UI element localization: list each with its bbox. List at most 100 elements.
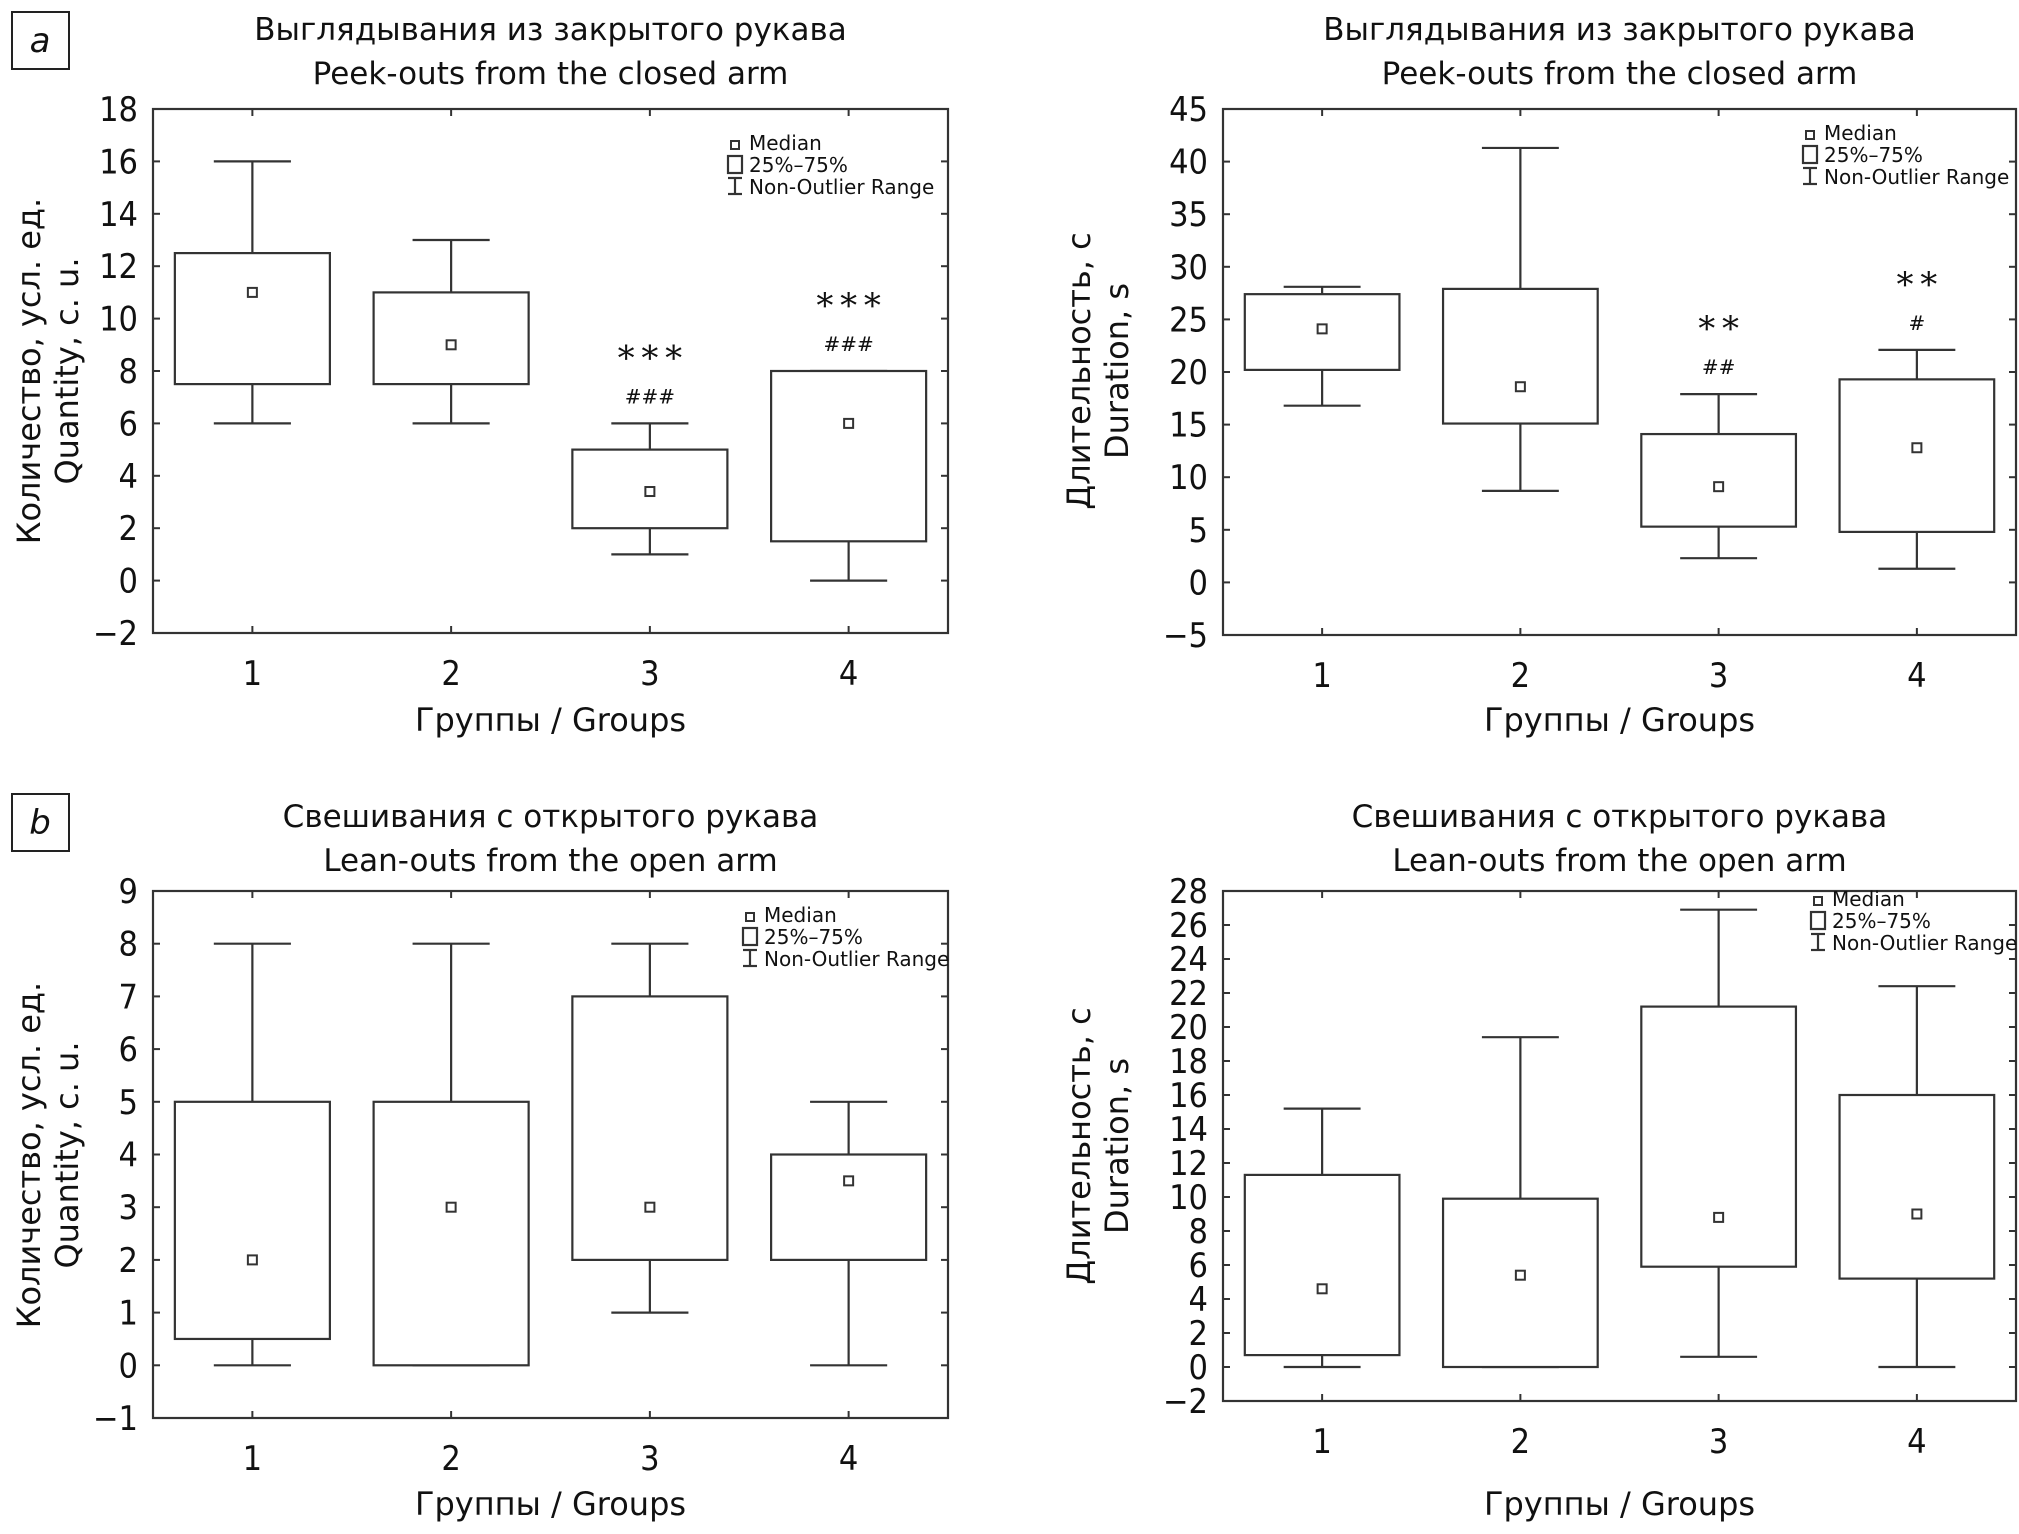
- x-axis-label: Группы / Groups: [1484, 1485, 1755, 1523]
- iqr-box: [372, 291, 530, 386]
- y-tick-label: 22: [1169, 974, 1208, 1014]
- y-tick-label: 18: [1169, 1042, 1208, 1082]
- y-tick-label: 26: [1169, 906, 1208, 946]
- legend-box-icon: [726, 154, 744, 175]
- y-axis-label: Количество, усл. ед. Quantity, c. u.: [10, 198, 86, 544]
- box-group-4: * * * ###: [770, 286, 928, 582]
- y-tick-label: 12: [99, 247, 138, 287]
- y-tick-label: 20: [1169, 1008, 1208, 1048]
- box-group-2: [372, 942, 530, 1367]
- legend-box-label: 25%–75%: [749, 153, 848, 177]
- y-axis-label-ru: Количество, усл. ед.: [10, 198, 48, 544]
- y-tick-label: 0: [1189, 563, 1208, 603]
- legend-median-label: Median: [1832, 887, 1905, 911]
- significance-hashes: ###: [823, 332, 873, 356]
- box-group-3: [571, 942, 729, 1314]
- charts: Выглядывания из закрытого рукава Peek-out…: [10, 12, 2017, 1523]
- chart-title-en: Peek-outs from the closed arm: [313, 56, 789, 92]
- y-tick-label: −2: [93, 614, 138, 654]
- box-group-3: * * ##: [1640, 309, 1798, 560]
- legend-median-label: Median: [1824, 121, 1897, 145]
- legend-box-icon: [741, 926, 759, 947]
- box-group-4: [1838, 985, 1996, 1369]
- iqr-box: [1640, 1005, 1798, 1268]
- legend-median-icon: [1805, 130, 1815, 140]
- y-tick-label: 7: [119, 977, 138, 1017]
- legend-box-icon: [1809, 910, 1827, 931]
- y-tick-label: 3: [119, 1188, 138, 1228]
- significance-stars: * *: [1896, 265, 1937, 305]
- median-marker: [445, 339, 457, 351]
- median-marker: [246, 1254, 258, 1266]
- y-tick-label: 8: [1189, 1212, 1208, 1252]
- x-tick-label: 2: [441, 654, 460, 694]
- y-tick-label: 4: [1189, 1280, 1208, 1320]
- significance-hashes: ###: [625, 384, 675, 408]
- significance-stars: * * *: [618, 338, 683, 378]
- iqr-box: [1838, 1093, 1996, 1280]
- y-tick-label: 6: [119, 1030, 138, 1070]
- y-tick-label: 0: [119, 1346, 138, 1386]
- median-marker: [1514, 381, 1526, 393]
- y-tick-label: 30: [1169, 248, 1208, 288]
- x-tick-label: 4: [1907, 656, 1926, 696]
- y-tick-label: 0: [1189, 1348, 1208, 1388]
- y-tick-label: 12: [1169, 1144, 1208, 1184]
- box-group-1: [1243, 1107, 1401, 1369]
- y-axis-label-ru: Длительность, с: [1060, 232, 1098, 509]
- chart-title-ru: Выглядывания из закрытого рукава: [254, 12, 847, 48]
- iqr-box: [1838, 378, 1996, 534]
- legend-box-icon: [1801, 144, 1819, 165]
- panel-label-a: a: [11, 11, 70, 70]
- legend-median-label: Median: [764, 903, 837, 927]
- iqr-box: [173, 1100, 331, 1341]
- chart-b-quantity: Свешивания с открытого рукава Lean-outs f…: [10, 799, 949, 1523]
- legend-whisker-label: Non-Outlier Range: [749, 175, 934, 199]
- median-marker: [843, 417, 855, 429]
- y-axis-label: Количество, усл. ед. Quantity, c. u.: [10, 982, 86, 1328]
- chart-a-duration: Выглядывания из закрытого рукава Peek-out…: [1060, 12, 2018, 739]
- y-tick-label: 28: [1169, 872, 1208, 912]
- x-tick-label: 1: [1312, 656, 1331, 696]
- y-tick-label: 10: [1169, 458, 1208, 498]
- y-tick-label: 16: [1169, 1076, 1208, 1116]
- x-tick-label: 2: [1511, 656, 1530, 696]
- x-tick-label: 1: [243, 654, 262, 694]
- x-tick-label: 3: [640, 654, 659, 694]
- median-marker: [1713, 481, 1725, 493]
- significance-stars: * *: [1698, 309, 1739, 349]
- y-tick-label: 8: [119, 352, 138, 392]
- chart-title-ru: Свешивания с открытого рукава: [283, 799, 819, 835]
- x-tick-label: 3: [1709, 1422, 1728, 1462]
- y-tick-label: 6: [1189, 1246, 1208, 1286]
- chart-title-en: Lean-outs from the open arm: [323, 843, 777, 879]
- x-tick-label: 1: [243, 1439, 262, 1479]
- y-tick-label: 2: [119, 1241, 138, 1281]
- y-tick-label: 35: [1169, 195, 1208, 235]
- y-tick-label: 10: [99, 300, 138, 340]
- box-group-4: [770, 1100, 928, 1367]
- legend-median-icon: [1813, 896, 1823, 906]
- iqr-box: [1441, 1197, 1599, 1369]
- legend-median-icon: [730, 140, 740, 150]
- iqr-box: [1640, 432, 1798, 528]
- legend-whisker-label: Non-Outlier Range: [1824, 165, 2009, 189]
- median-marker: [644, 486, 656, 498]
- x-tick-label: 4: [839, 1439, 858, 1479]
- box-group-1: [1243, 285, 1401, 407]
- y-tick-label: 4: [119, 1136, 138, 1176]
- significance-hashes: #: [1908, 311, 1925, 335]
- x-tick-label: 2: [441, 1439, 460, 1479]
- box-group-3: [1640, 908, 1798, 1358]
- x-axis-label: Группы / Groups: [415, 1485, 686, 1523]
- y-tick-label: 15: [1169, 406, 1208, 446]
- chart-b-duration: Свешивания с открытого рукава Lean-outs f…: [1060, 799, 2017, 1523]
- box-group-1: [173, 160, 331, 425]
- y-tick-label: 24: [1169, 940, 1208, 980]
- legend-whisker-label: Non-Outlier Range: [1832, 931, 2017, 955]
- y-tick-label: 45: [1169, 90, 1208, 130]
